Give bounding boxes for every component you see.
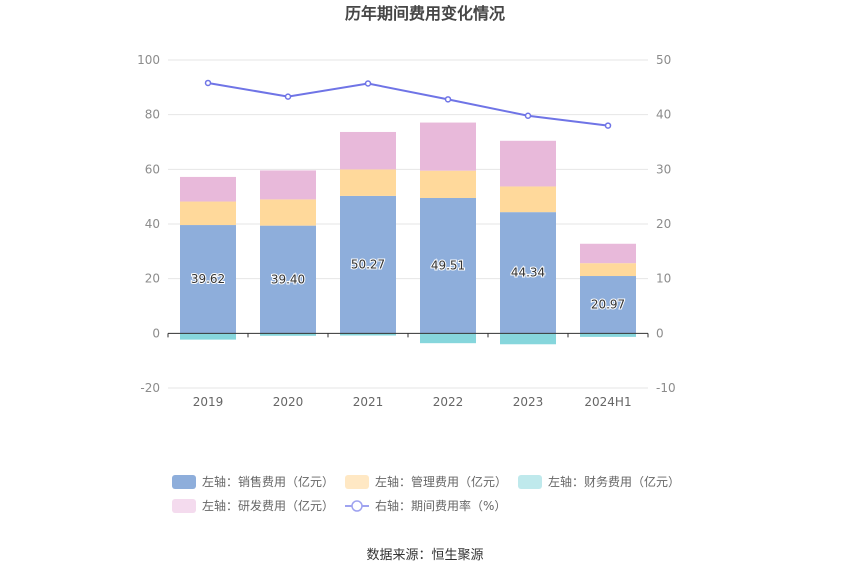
- bar-segment: [580, 263, 636, 277]
- bar-segment: [420, 122, 476, 171]
- left-tick-label: -20: [140, 381, 160, 395]
- bar-segment: [340, 131, 396, 170]
- bar-segment: [500, 212, 556, 334]
- legend-marker-icon: [351, 500, 363, 512]
- source-note: 数据来源：恒生聚源: [366, 548, 483, 563]
- x-axis-ticks: 2019 2020 2021 2022 2023 2024H1: [193, 395, 632, 409]
- bar-segment: [580, 243, 636, 264]
- bar-segment: [180, 201, 236, 226]
- bar-segment: [420, 170, 476, 199]
- right-tick-label: 20: [656, 217, 671, 231]
- bar-segment: [580, 276, 636, 334]
- chart-title: 历年期间费用变化情况: [345, 4, 505, 23]
- bar-segment: [420, 333, 476, 344]
- right-tick-label: 30: [656, 162, 671, 176]
- right-tick-label: 40: [656, 108, 671, 122]
- right-tick-label: -10: [656, 381, 676, 395]
- bar-data-label: 39.62: [191, 272, 225, 286]
- bar-data-label: 49.51: [431, 259, 465, 273]
- rate-point: [524, 112, 532, 120]
- bar-segment: [420, 198, 476, 334]
- bar-segment: [180, 225, 236, 334]
- left-tick-label: 20: [145, 272, 160, 286]
- x-tick-label: 2020: [273, 395, 304, 409]
- bar-segment: [180, 333, 236, 340]
- legend: 左轴：销售费用（亿元） 左轴：管理费用（亿元） 左轴：财务费用（亿元） 左轴：研发费用…: [172, 474, 680, 513]
- x-tick-label: 2021: [353, 395, 384, 409]
- left-tick-label: 80: [145, 108, 160, 122]
- x-tick-label: 2019: [193, 395, 224, 409]
- right-tick-label: 10: [656, 272, 671, 286]
- bar-segment: [340, 169, 396, 196]
- x-tick-label: 2022: [433, 395, 464, 409]
- bar-data-label: 50.27: [351, 258, 385, 272]
- left-tick-label: 100: [137, 53, 160, 67]
- rate-point: [284, 93, 292, 100]
- bar-segment: [500, 140, 556, 187]
- x-axis: [167, 332, 649, 338]
- bar-segment: [580, 333, 636, 337]
- bar-data-label: 20.97: [591, 298, 625, 312]
- rate-line-series: [204, 79, 612, 129]
- rate-point: [204, 79, 212, 87]
- x-tick-label: 2024H1: [584, 395, 631, 409]
- right-axis: -10 0 10 20 30 40 50: [656, 53, 676, 395]
- legend-label: 左轴：财务费用（亿元）: [548, 474, 680, 489]
- rate-point: [604, 122, 612, 129]
- x-tick-label: 2023: [513, 395, 544, 409]
- data-labels: 39.62 39.40 50.27 49.51 44.34 20.97: [190, 257, 626, 313]
- rate-point: [364, 80, 372, 87]
- bar-segment: [260, 199, 316, 226]
- bar-segment: [260, 333, 316, 336]
- gridlines: [168, 59, 648, 389]
- left-tick-label: 0: [152, 326, 160, 340]
- legend-label: 左轴：销售费用（亿元）: [202, 474, 334, 489]
- right-tick-label: 50: [656, 53, 671, 67]
- bar-series: [180, 122, 636, 345]
- bar-segment: [340, 333, 396, 336]
- right-tick-label: 0: [656, 326, 664, 340]
- legend-swatch: [345, 475, 369, 489]
- legend-label: 左轴：研发费用（亿元）: [202, 498, 334, 513]
- bar-segment: [500, 333, 556, 345]
- legend-label: 右轴：期间费用率（%）: [375, 498, 506, 513]
- bar-segment: [260, 225, 316, 334]
- left-tick-label: 40: [145, 217, 160, 231]
- legend-swatch: [172, 475, 196, 489]
- legend-swatch: [172, 499, 196, 513]
- bar-segment: [180, 176, 236, 202]
- bar-segment: [260, 170, 316, 200]
- rate-line: [207, 81, 609, 127]
- bar-segment: [500, 186, 556, 213]
- left-axis: -20 0 20 40 60 80 100: [137, 53, 160, 395]
- left-tick-label: 60: [145, 162, 160, 176]
- legend-label: 左轴：管理费用（亿元）: [375, 474, 507, 489]
- bar-data-label: 39.40: [271, 272, 305, 286]
- bar-data-label: 44.34: [511, 266, 545, 280]
- rate-point: [444, 96, 452, 103]
- bar-segment: [340, 195, 396, 334]
- legend-swatch: [518, 475, 542, 489]
